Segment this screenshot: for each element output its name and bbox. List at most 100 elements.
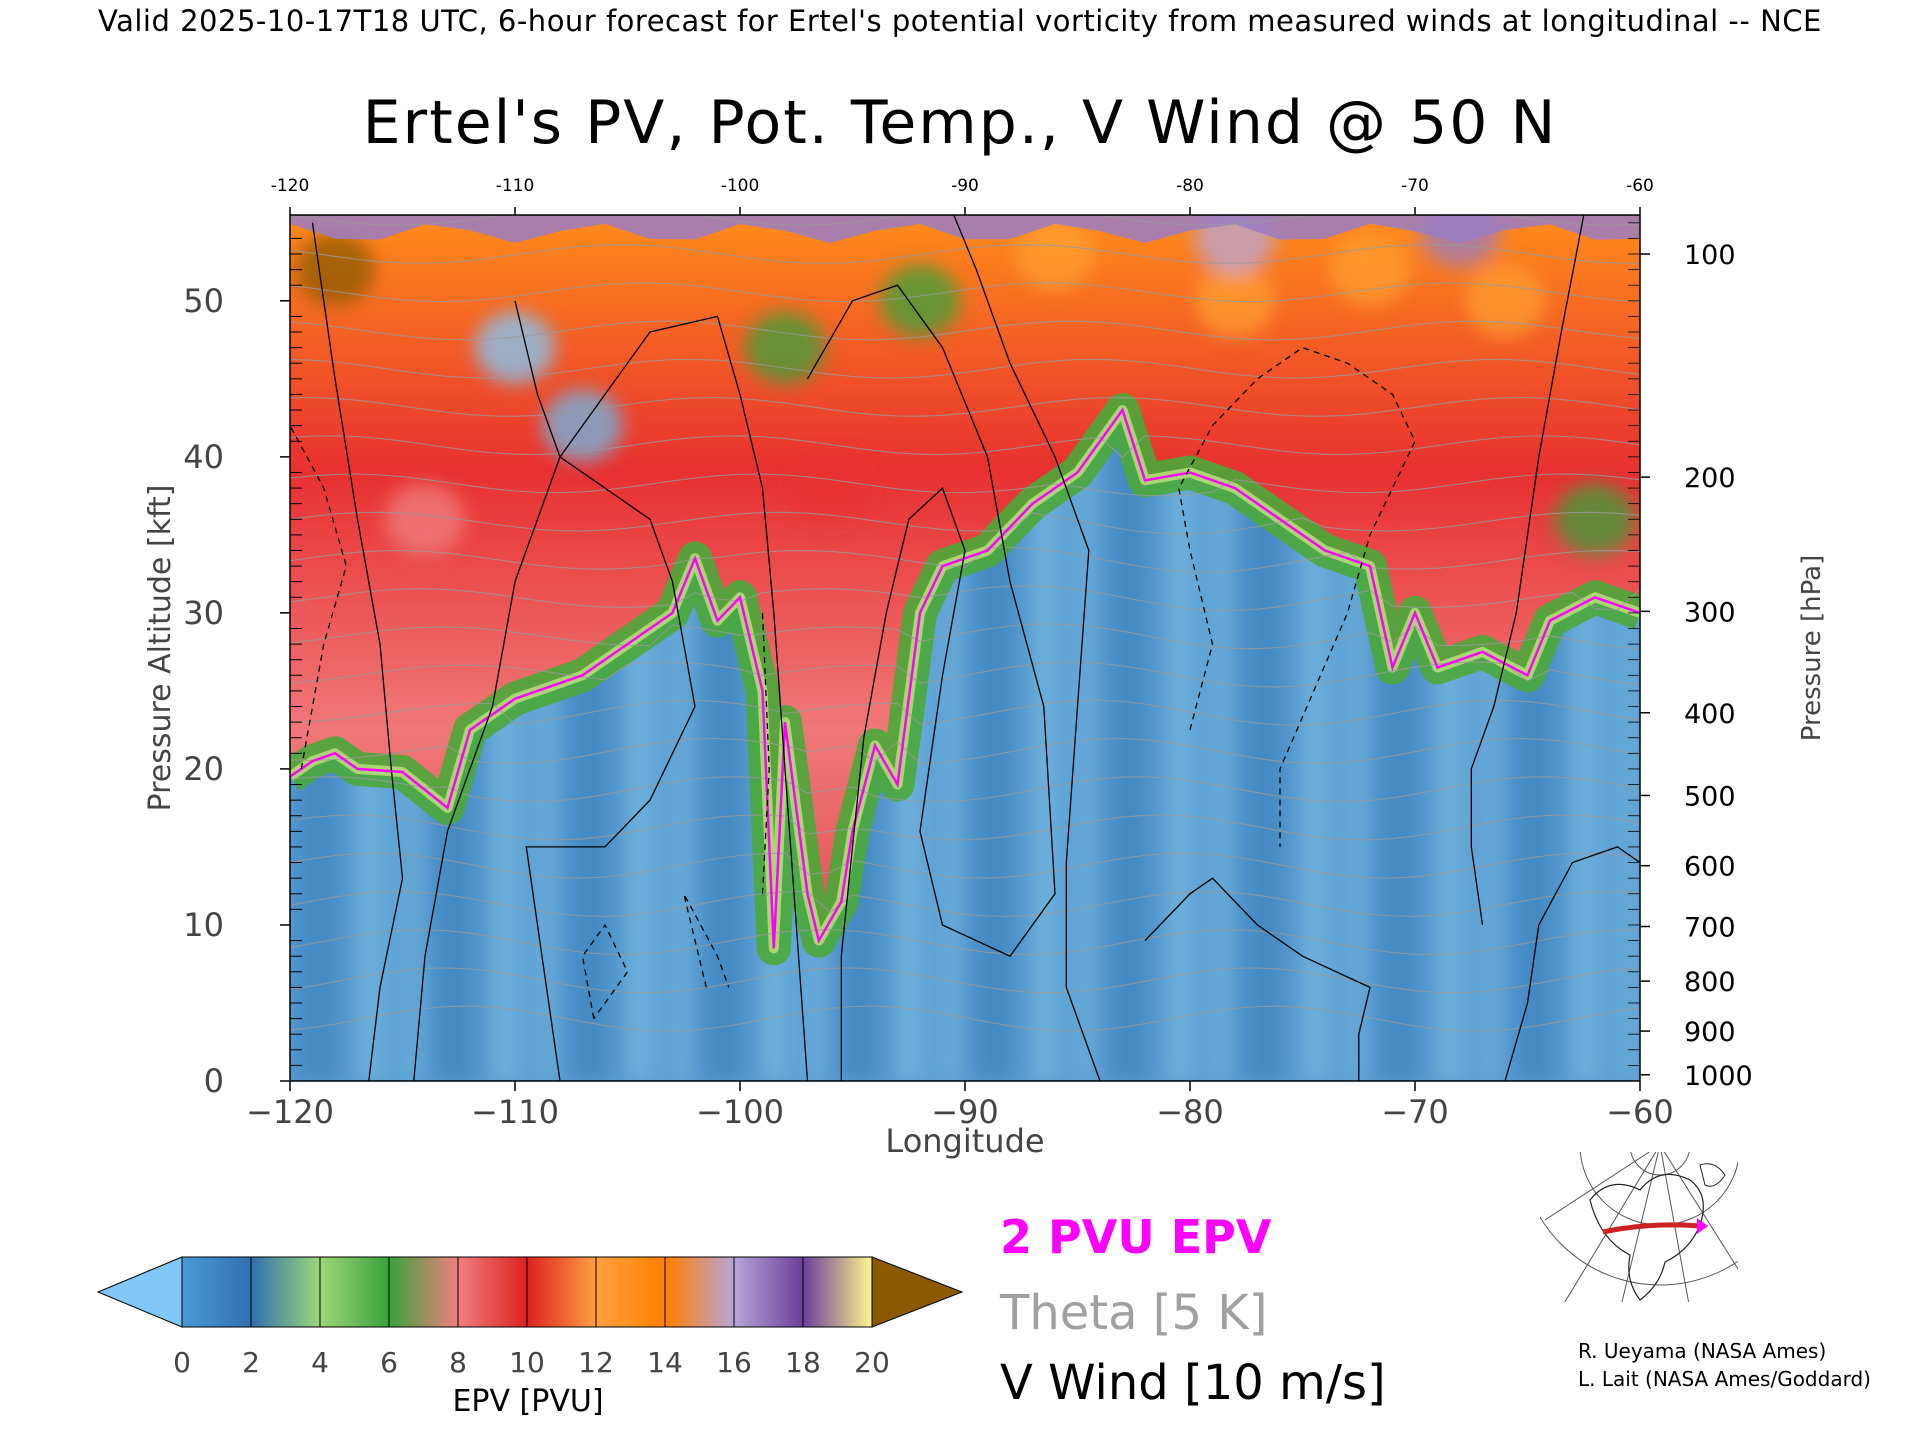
colorbar-bin (595, 1256, 666, 1328)
colorbar-under-arrow (96, 1256, 183, 1328)
pressure-tick-label: 1000 (1684, 1061, 1753, 1092)
legend-epv: 2 PVU EPV (1000, 1210, 1272, 1264)
y-tick-label: 50 (183, 282, 224, 320)
wind-contour (806, 284, 1056, 1081)
x-tick-label: −70 (1381, 1093, 1449, 1131)
colorbar-bin (526, 1256, 597, 1328)
wind-contour-negative (761, 612, 770, 894)
theta-contour (290, 699, 1640, 726)
x-tick-label: −110 (471, 1093, 559, 1131)
y-tick-label: 10 (183, 906, 224, 944)
wind-contour (1504, 846, 1640, 1081)
x-tick-label: −120 (246, 1093, 334, 1131)
colorbar-tick-label: 4 (311, 1346, 329, 1379)
strat-texture-blob (295, 233, 375, 306)
colorbar-tick-label: 16 (716, 1346, 752, 1379)
theta-contour (290, 661, 1640, 688)
theta-contour (290, 967, 1640, 994)
inset-map (1540, 1152, 1738, 1302)
colorbar-bin (181, 1256, 252, 1328)
pressure-tick-label: 200 (1684, 463, 1736, 494)
colorbar-tick-label: 20 (854, 1346, 890, 1379)
y-tick-label: 0 (204, 1062, 224, 1100)
chart-title: Ertel's PV, Pot. Temp., V Wind @ 50 N (362, 88, 1558, 158)
y-tick-label: 30 (183, 594, 224, 632)
credits: R. Ueyama (NASA Ames) L. Lait (NASA Ames… (1578, 1337, 1871, 1393)
colorbar-tick-label: 2 (242, 1346, 260, 1379)
strat-texture-blob (475, 311, 555, 384)
theta-contour (290, 473, 1640, 497)
colorbar-tick-label: 6 (380, 1346, 398, 1379)
colorbar-bin (802, 1256, 873, 1328)
x-top-tick-label: -70 (1401, 176, 1429, 196)
colorbar-label: EPV [PVU] (452, 1384, 604, 1419)
x-tick-label: −100 (696, 1093, 784, 1131)
x-top-tick-label: -60 (1626, 176, 1654, 196)
theta-contour (290, 282, 1640, 303)
x-top-tick-label: -110 (496, 176, 535, 196)
wind-contour-negative (581, 923, 629, 1019)
strat-texture-blob (1015, 218, 1095, 291)
x-axis-label: Longitude (885, 1122, 1044, 1160)
wind-contour-negative (290, 425, 347, 770)
pressure-tick-label: 100 (1684, 240, 1736, 271)
pressure-tick-label: 900 (1684, 1017, 1736, 1048)
strat-texture-blob (1330, 233, 1410, 306)
pressure-tick-label: 400 (1684, 699, 1736, 730)
theta-contour (290, 358, 1640, 379)
pressure-tick-label: 800 (1684, 967, 1736, 998)
upper-purple-band (290, 215, 1640, 243)
x-top-tick-label: -80 (1176, 176, 1204, 196)
colorbar-bin (388, 1256, 459, 1328)
y2-axis-label: Pressure [hPa] (1797, 555, 1827, 742)
strat-texture-blob (1195, 264, 1275, 337)
stratosphere-field (290, 215, 1640, 949)
x-tick-label: −90 (931, 1093, 999, 1131)
x-top-tick-label: -100 (721, 176, 760, 196)
wind-contour (1144, 877, 1371, 1081)
strat-texture-blob (385, 483, 465, 556)
x-top-tick-label: -120 (271, 176, 310, 196)
colorbar: 0 2 4 6 8 10 12 14 16 18 20 (96, 1256, 964, 1379)
wind-contour-negative (683, 893, 730, 988)
theta-contour (290, 320, 1640, 341)
wind-contour (311, 222, 404, 1081)
legend-theta: Theta [5 K] (1000, 1285, 1268, 1341)
y-tick-label: 20 (183, 750, 224, 788)
theta-contour (290, 435, 1640, 459)
strat-texture-blob (1555, 483, 1635, 556)
colorbar-bin (319, 1256, 390, 1328)
colorbar-tick-label: 10 (509, 1346, 545, 1379)
theta-contour (290, 852, 1640, 879)
colorbar-tick-label: 0 (173, 1346, 191, 1379)
colorbar-bin (457, 1256, 528, 1328)
theta-contour (290, 511, 1640, 535)
theta-contour (290, 585, 1640, 612)
wind-contour (953, 215, 1101, 1081)
theta-contour (290, 546, 1640, 573)
pvu-2-contour (290, 407, 1640, 949)
colorbar-tick-label: 14 (647, 1346, 683, 1379)
colorbar-bin (250, 1256, 321, 1328)
theta-contour (290, 397, 1640, 417)
pressure-tick-label: 500 (1684, 781, 1736, 812)
colorbar-tick-label: 8 (449, 1346, 467, 1379)
pressure-tick-label: 700 (1684, 913, 1736, 944)
credit-line-2: L. Lait (NASA Ames/Goddard) (1578, 1367, 1871, 1391)
colorbar-bin (664, 1256, 735, 1328)
theta-contour (290, 623, 1640, 650)
wind-contour (413, 315, 809, 1081)
theta-contour (290, 929, 1640, 956)
theta-contour (290, 1005, 1640, 1032)
legend-vwind: V Wind [10 m/s] (1000, 1355, 1386, 1411)
theta-contour (290, 814, 1640, 841)
colorbar-tick-label: 12 (578, 1346, 614, 1379)
theta-contour (290, 776, 1640, 803)
x-tick-label: −60 (1606, 1093, 1674, 1131)
pressure-tick-label: 600 (1684, 852, 1736, 883)
strat-texture-blob (1465, 264, 1545, 337)
colorbar-bin (733, 1256, 804, 1328)
wind-contour (514, 300, 696, 1081)
colorbar-over-arrow (871, 1256, 964, 1328)
